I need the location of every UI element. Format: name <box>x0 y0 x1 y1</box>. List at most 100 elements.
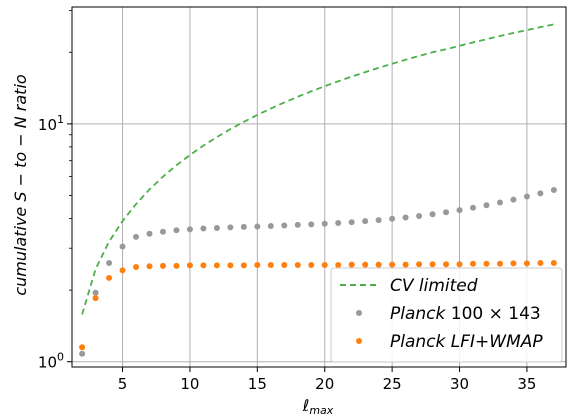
data-point <box>133 233 140 240</box>
data-point <box>362 261 369 268</box>
data-point <box>119 243 126 250</box>
data-point <box>510 196 517 203</box>
data-point <box>267 262 274 269</box>
data-point <box>483 260 490 267</box>
data-point <box>443 261 450 268</box>
data-point <box>213 262 220 269</box>
data-point <box>200 262 207 269</box>
data-point <box>119 267 126 274</box>
series-1-points <box>79 187 557 357</box>
data-point <box>159 262 166 269</box>
data-point <box>550 260 557 267</box>
data-point <box>483 202 490 209</box>
data-point <box>106 260 113 267</box>
legend-cv-label: CV limited <box>390 276 478 296</box>
data-point <box>213 224 220 231</box>
x-tick-label: 30 <box>450 375 469 393</box>
data-point <box>92 295 99 302</box>
data-point <box>537 260 544 267</box>
legend-planck-100x143-prefix: Planck <box>390 304 447 324</box>
data-point <box>537 190 544 197</box>
y-axis-label: cumulative S − to − N ratio <box>11 74 30 296</box>
series-2-points <box>79 260 557 351</box>
x-axis-label-subscript: max <box>309 404 333 417</box>
data-point <box>294 221 301 228</box>
data-point <box>429 211 436 218</box>
data-point <box>79 344 86 351</box>
data-point <box>308 262 315 269</box>
data-point <box>281 262 288 269</box>
legend-planck-100x143-suffix: 100 × 143 <box>451 304 541 324</box>
data-point <box>254 262 261 269</box>
data-point <box>348 261 355 268</box>
data-point <box>146 230 153 237</box>
data-point <box>416 212 423 219</box>
data-point <box>348 219 355 226</box>
data-point <box>362 218 369 225</box>
data-point <box>200 225 207 232</box>
legend: CV limited Planck 100 × 143 Planck LFI+W… <box>330 267 563 363</box>
data-point <box>281 222 288 229</box>
legend-planck-lfi-wmap-suffix: LFI+WMAP <box>451 332 544 352</box>
legend-planck-100x143-marker <box>356 310 362 316</box>
data-point <box>402 261 409 268</box>
data-point <box>469 260 476 267</box>
x-tick-label: 15 <box>248 375 267 393</box>
data-point <box>416 261 423 268</box>
y-tick-label: 101 <box>38 113 64 134</box>
data-point <box>186 226 193 233</box>
data-point <box>523 260 530 267</box>
x-tick-label: 10 <box>180 375 199 393</box>
plot-frame <box>71 6 567 368</box>
data-point <box>79 350 86 357</box>
data-point <box>240 223 247 230</box>
data-point <box>389 215 396 222</box>
legend-planck-100x143-label: Planck 100 × 143 <box>390 304 541 324</box>
x-tick-label: 35 <box>517 375 536 393</box>
data-point <box>496 260 503 267</box>
data-point <box>456 207 463 214</box>
data-point <box>146 263 153 270</box>
x-tick-label: 5 <box>118 375 128 393</box>
legend-planck-lfi-wmap-marker <box>356 338 362 344</box>
data-point <box>227 224 234 231</box>
data-point <box>550 187 557 194</box>
data-point <box>173 262 180 269</box>
x-axis-label-main: ℓ <box>302 396 310 415</box>
data-point <box>429 261 436 268</box>
data-point <box>186 262 193 269</box>
data-point <box>92 289 99 296</box>
data-point <box>308 221 315 228</box>
data-point <box>510 260 517 267</box>
series-layer <box>79 23 557 357</box>
data-point <box>294 262 301 269</box>
x-tick-label: 25 <box>383 375 402 393</box>
data-point <box>254 223 261 230</box>
y-tick-label: 100 <box>38 351 64 372</box>
legend-planck-lfi-wmap-label: Planck LFI+WMAP <box>390 332 543 352</box>
x-tick-label: 20 <box>315 375 334 393</box>
data-point <box>523 193 530 200</box>
data-point <box>335 219 342 226</box>
data-point <box>133 264 140 271</box>
series-cv-limited-line <box>81 23 555 315</box>
data-point <box>375 217 382 224</box>
data-point <box>159 228 166 235</box>
data-point <box>402 214 409 221</box>
data-point <box>496 199 503 206</box>
legend-planck-lfi-wmap-prefix: Planck <box>390 332 447 352</box>
data-point <box>106 274 113 281</box>
x-axis-label: ℓmax <box>302 396 334 417</box>
data-point <box>240 262 247 269</box>
data-point <box>443 209 450 216</box>
data-point <box>173 227 180 234</box>
data-point <box>321 220 328 227</box>
data-point <box>375 261 382 268</box>
data-point <box>469 204 476 211</box>
legend-box <box>330 267 563 363</box>
data-point <box>321 262 328 269</box>
data-point <box>389 261 396 268</box>
data-point <box>267 223 274 230</box>
data-point <box>335 262 342 269</box>
axes: 5 10 15 20 25 30 35 100 101 <box>38 9 536 393</box>
